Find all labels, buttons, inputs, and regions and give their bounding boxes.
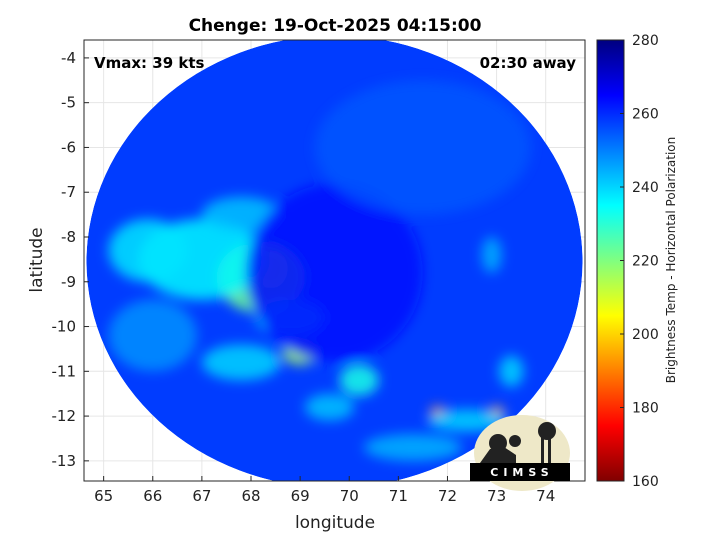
plot-frame: [83, 39, 586, 482]
y-tick-label: -12: [52, 407, 77, 425]
cimss-logo: CIMSS: [470, 415, 570, 491]
colorbar-tick-label: 220: [632, 254, 659, 270]
swath-region: [86, 40, 583, 481]
bt-feature: [499, 355, 524, 387]
bt-feature: [246, 183, 423, 363]
y-tick-label: -5: [61, 94, 76, 112]
colorbar-ticks: 160 180 200 220 240 260 280: [620, 33, 659, 490]
x-tick-label: 70: [340, 487, 359, 505]
y-tick-label: -13: [52, 452, 77, 470]
y-tick-label: -8: [61, 228, 76, 246]
colorbar-label: Brightness Temp - Horizontal Polarizatio…: [664, 137, 678, 384]
y-tick-label: -10: [52, 318, 77, 336]
x-tick-label: 67: [192, 487, 211, 505]
bt-feature: [363, 433, 463, 461]
bt-features: [108, 80, 531, 461]
logo-text: CIMSS: [490, 466, 553, 479]
x-tick-label: 74: [536, 487, 555, 505]
logo-water-tower: [538, 422, 556, 440]
logo-dish-right: [509, 435, 521, 447]
colorbar-tick-label: 200: [632, 327, 659, 343]
y-ticks: -4 -5 -6 -7 -8 -9 -10 -11 -12 -13: [52, 49, 89, 470]
bt-feature: [108, 219, 188, 282]
logo-tower-leg: [548, 437, 551, 463]
bt-feature: [305, 393, 355, 421]
x-tick-label: 66: [143, 487, 162, 505]
x-tick-label: 72: [438, 487, 457, 505]
x-axis-label: longitude: [295, 513, 375, 533]
y-tick-label: -11: [52, 362, 77, 380]
colorbar-tick-label: 280: [632, 33, 659, 49]
x-tick-label: 69: [291, 487, 310, 505]
offset-annotation: 02:30 away: [480, 54, 577, 72]
logo-band: [470, 463, 570, 481]
chart-title: Chenge: 19-Oct-2025 04:15:00: [189, 16, 482, 36]
y-axis-label: latitude: [27, 227, 47, 292]
colorbar: 160 180 200 220 240 260 280 Brightness Temp - …: [596, 33, 678, 490]
y-tick-label: -9: [61, 273, 76, 291]
y-tick-label: -4: [61, 49, 76, 67]
x-tick-label: 73: [487, 487, 506, 505]
swath-clip-group: [86, 40, 583, 481]
logo-dish-left: [489, 434, 507, 452]
colorbar-tick-label: 180: [632, 401, 659, 417]
colorbar-tick-label: 160: [632, 474, 659, 490]
y-tick-label: -6: [61, 138, 76, 156]
bt-feature: [339, 364, 379, 396]
colorbar-tick-label: 240: [632, 180, 659, 196]
y-tick-label: -7: [61, 183, 76, 201]
bt-feature: [481, 236, 502, 273]
bt-feature: [201, 344, 281, 381]
x-tick-label: 71: [389, 487, 408, 505]
logo-building: [480, 447, 516, 463]
colorbar-gradient: [596, 39, 625, 482]
colorbar-tick-label: 260: [632, 107, 659, 123]
x-ticks: 65 66 67 68 69 70 71 72 73 74: [94, 476, 555, 505]
x-tick-label: 68: [241, 487, 260, 505]
bt-feature: [108, 299, 197, 372]
bt-feature: [314, 80, 531, 215]
x-tick-label: 65: [94, 487, 113, 505]
logo-tower-leg: [541, 437, 544, 463]
vmax-annotation: Vmax: 39 kts: [94, 54, 204, 72]
bt-feature: [427, 409, 507, 432]
